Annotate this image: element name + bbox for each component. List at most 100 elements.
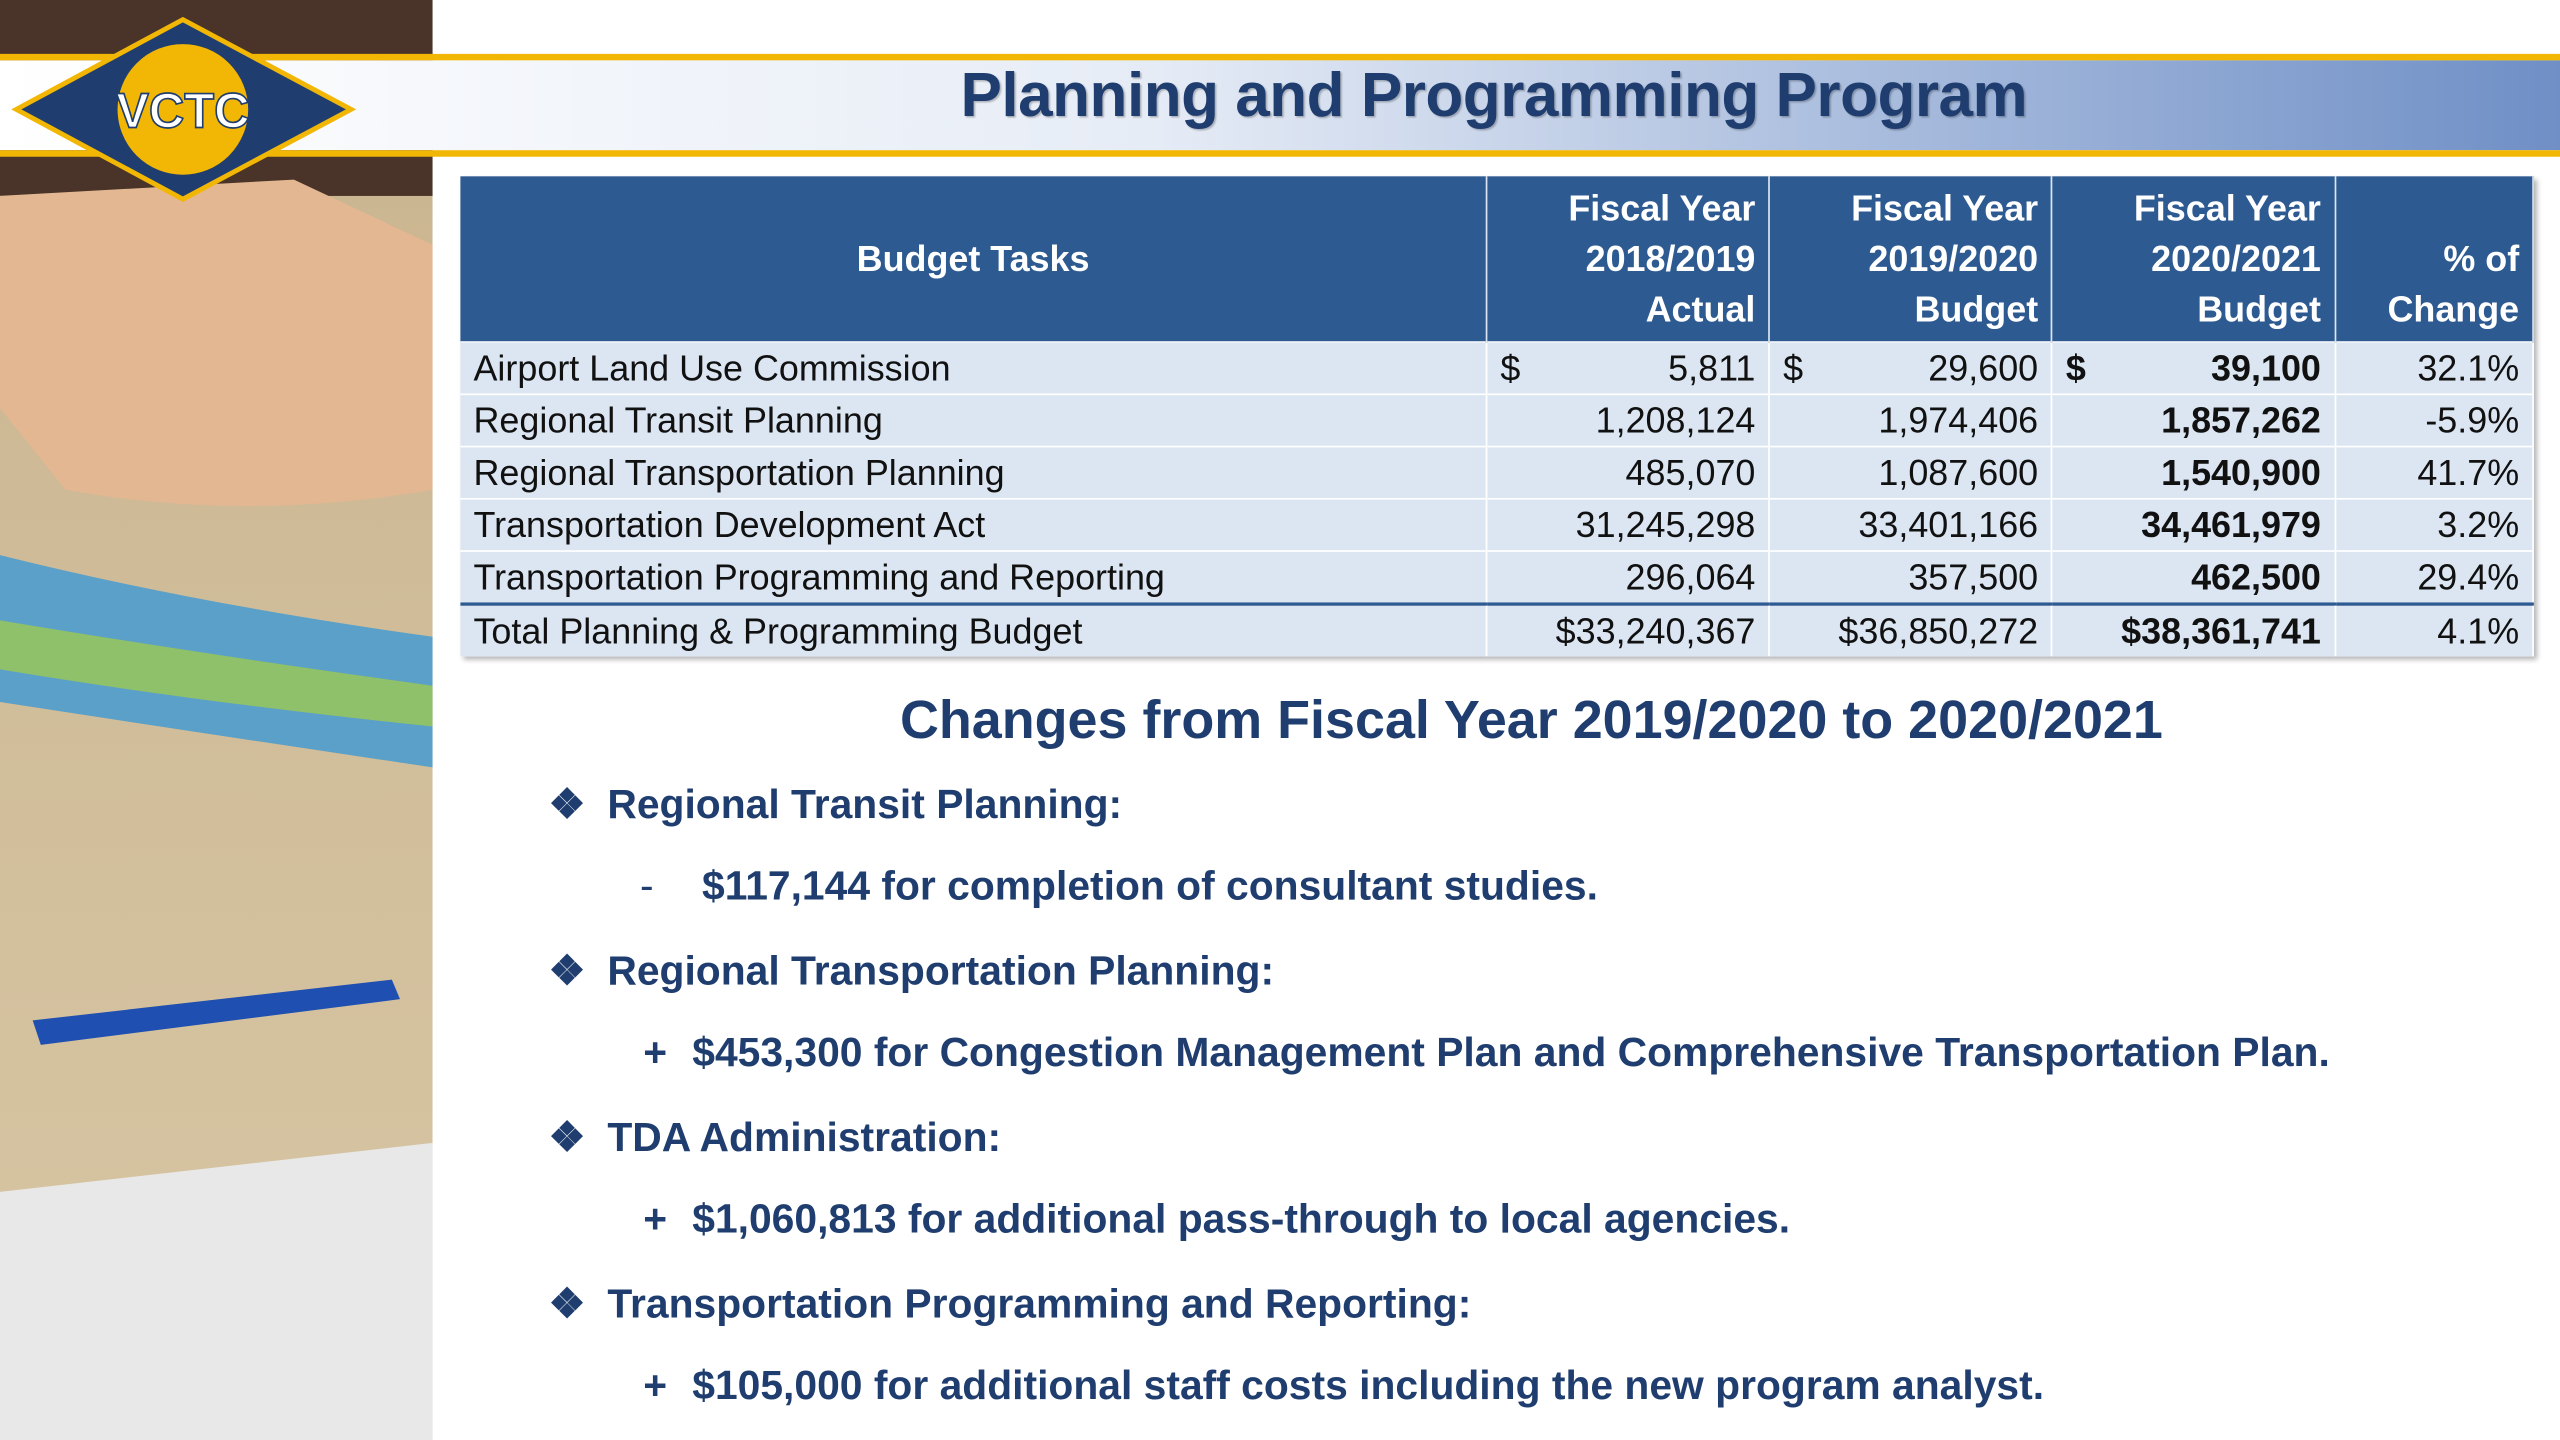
bullet-heading: ❖ TDA Administration: <box>549 1113 1002 1162</box>
cell-text: $36,850,272 <box>1838 609 2039 651</box>
table-cell: 1,857,262 <box>2052 393 2336 447</box>
currency: $ <box>2065 346 2086 388</box>
detail-text: $1,060,813 for additional pass-through t… <box>692 1196 1791 1243</box>
cell-text: $33,240,367 <box>1555 609 1756 651</box>
cell-text: 32.1% <box>2417 346 2520 388</box>
table-cell: $5,811 <box>1486 341 1771 395</box>
table-row: Transportation Programming and Reporting… <box>460 550 2534 605</box>
bullet-detail: + $1,060,813 for additional pass-through … <box>643 1197 1790 1244</box>
table-cell: 357,500 <box>1769 550 2053 605</box>
column-header: Fiscal Year 2020/2021 Budget <box>2052 176 2336 343</box>
table-row: Regional Transit Planning 1,208,124 1,974,… <box>460 393 2534 447</box>
bullet-heading: ❖ Transportation Programming and Reportin… <box>549 1280 1472 1329</box>
table-row: Transportation Development Act 31,245,298… <box>460 497 2534 552</box>
photo-marker <box>32 979 400 1045</box>
cell-text: 5,811 <box>1668 346 1756 388</box>
table-cell: 1,974,406 <box>1769 393 2053 447</box>
cell-text: 296,064 <box>1625 555 1756 597</box>
detail-sign: + <box>643 1030 668 1076</box>
heading-text: Regional Transportation Planning: <box>607 948 1275 995</box>
table-row: Regional Transportation Planning 485,070 1… <box>460 445 2534 499</box>
table-cell: Total Planning & Programming Budget <box>460 602 1488 657</box>
bullet-heading: ❖ Regional Transportation Planning: <box>549 947 1274 996</box>
table-cell: 485,070 <box>1486 445 1771 499</box>
table-cell: Regional Transit Planning <box>460 393 1488 447</box>
table-cell: 4.1% <box>2334 602 2534 657</box>
table-cell: 1,540,900 <box>2052 445 2336 499</box>
logo-text: VCTC <box>116 84 249 138</box>
table-row: Airport Land Use Commission $5,811 $29,600… <box>460 341 2534 395</box>
cell-text: Airport Land Use Commission <box>473 346 951 388</box>
header-text: % of <box>2443 238 2520 280</box>
table-cell: $39,100 <box>2052 341 2336 395</box>
header-text: 2020/2021 <box>2151 238 2321 280</box>
column-header: Budget Tasks <box>460 176 1488 343</box>
photo-green <box>0 620 433 727</box>
column-header: Fiscal Year 2019/2020 Budget <box>1769 176 2053 343</box>
column-header: % of Change <box>2334 176 2534 343</box>
heading-text: Regional Transit Planning: <box>607 782 1123 828</box>
bullet-detail: + $453,300 for Congestion Management Plan… <box>643 1030 2330 1077</box>
header-text: 2018/2019 <box>1585 238 1756 280</box>
header-band <box>0 60 2560 151</box>
table-cell: Transportation Programming and Reporting <box>460 550 1488 605</box>
table-cell: 462,500 <box>2052 550 2336 605</box>
table-cell: Airport Land Use Commission <box>460 341 1488 395</box>
detail-sign: + <box>643 1363 668 1409</box>
logo-circle <box>111 37 255 182</box>
cell-text: 485,070 <box>1625 451 1756 493</box>
table-cell: Transportation Development Act <box>460 497 1488 552</box>
changes-title: Changes from Fiscal Year 2019/2020 to 20… <box>899 688 2163 750</box>
table-cell: 1,208,124 <box>1486 393 1771 447</box>
detail-text: $105,000 for additional staff costs incl… <box>692 1363 2045 1409</box>
table-cell: 34,461,979 <box>2052 497 2336 552</box>
currency: $ <box>1783 346 1804 388</box>
cell-text: 3.2% <box>2437 503 2520 545</box>
table-cell: $38,361,741 <box>2052 602 2336 657</box>
cell-text: $38,361,741 <box>2121 609 2321 651</box>
cell-text: -5.9% <box>2425 399 2520 440</box>
header-text: Change <box>2387 288 2520 330</box>
cell-text: 31,245,298 <box>1575 503 1756 545</box>
detail-text: $453,300 for Congestion Management Plan … <box>692 1030 2330 1076</box>
currency: $ <box>1500 346 1521 388</box>
cell-text: 39,100 <box>2211 346 2321 388</box>
table-cell: 32.1% <box>2334 341 2534 395</box>
table-cell: -5.9% <box>2334 393 2534 447</box>
column-header: Fiscal Year 2018/2019 Actual <box>1486 176 1771 343</box>
bullet-icon: ❖ <box>548 1281 586 1328</box>
heading-text: Transportation Programming and Reporting… <box>607 1281 1472 1328</box>
cell-text: 462,500 <box>2191 555 2321 597</box>
table-cell: Regional Transportation Planning <box>460 445 1488 499</box>
detail-sign: - <box>639 863 654 910</box>
header-text: Budget <box>1914 288 2039 330</box>
table-cell: $33,240,367 <box>1486 602 1771 657</box>
header-line <box>0 150 2560 157</box>
table-cell: 29.4% <box>2334 550 2534 605</box>
bullet-detail: + $105,000 for additional staff costs inc… <box>643 1363 2044 1410</box>
cell-text: 1,857,262 <box>2161 399 2321 440</box>
table-cell: $36,850,272 <box>1769 602 2053 657</box>
header-text: Budget Tasks <box>856 238 1090 280</box>
header-text: 2019/2020 <box>1868 238 2039 280</box>
header-line <box>0 53 2560 61</box>
budget-table: Budget Tasks Fiscal Year 2018/2019 Actual Fi… <box>460 176 2534 657</box>
cell-text: 34,461,979 <box>2141 503 2321 545</box>
table-cell: $29,600 <box>1769 341 2053 395</box>
header-text: Fiscal Year <box>1568 187 1756 229</box>
detail-text: $117,144 for completion of consultant st… <box>702 863 1598 910</box>
table-cell: 41.7% <box>2334 445 2534 499</box>
table-cell: 31,245,298 <box>1486 497 1771 552</box>
header-text: Budget <box>2197 288 2321 330</box>
header-text: Actual <box>1645 288 1756 330</box>
cell-text: 1,208,124 <box>1595 399 1756 440</box>
photo-paper <box>0 1142 433 1440</box>
table-row: Total Planning & Programming Budget $33,2… <box>460 602 2534 657</box>
table-cell: 1,087,600 <box>1769 445 2053 499</box>
cell-text: 4.1% <box>2437 609 2520 651</box>
cell-text: Transportation Development Act <box>473 503 986 545</box>
table-cell: 3.2% <box>2334 497 2534 552</box>
cell-text: 33,401,166 <box>1858 503 2039 545</box>
